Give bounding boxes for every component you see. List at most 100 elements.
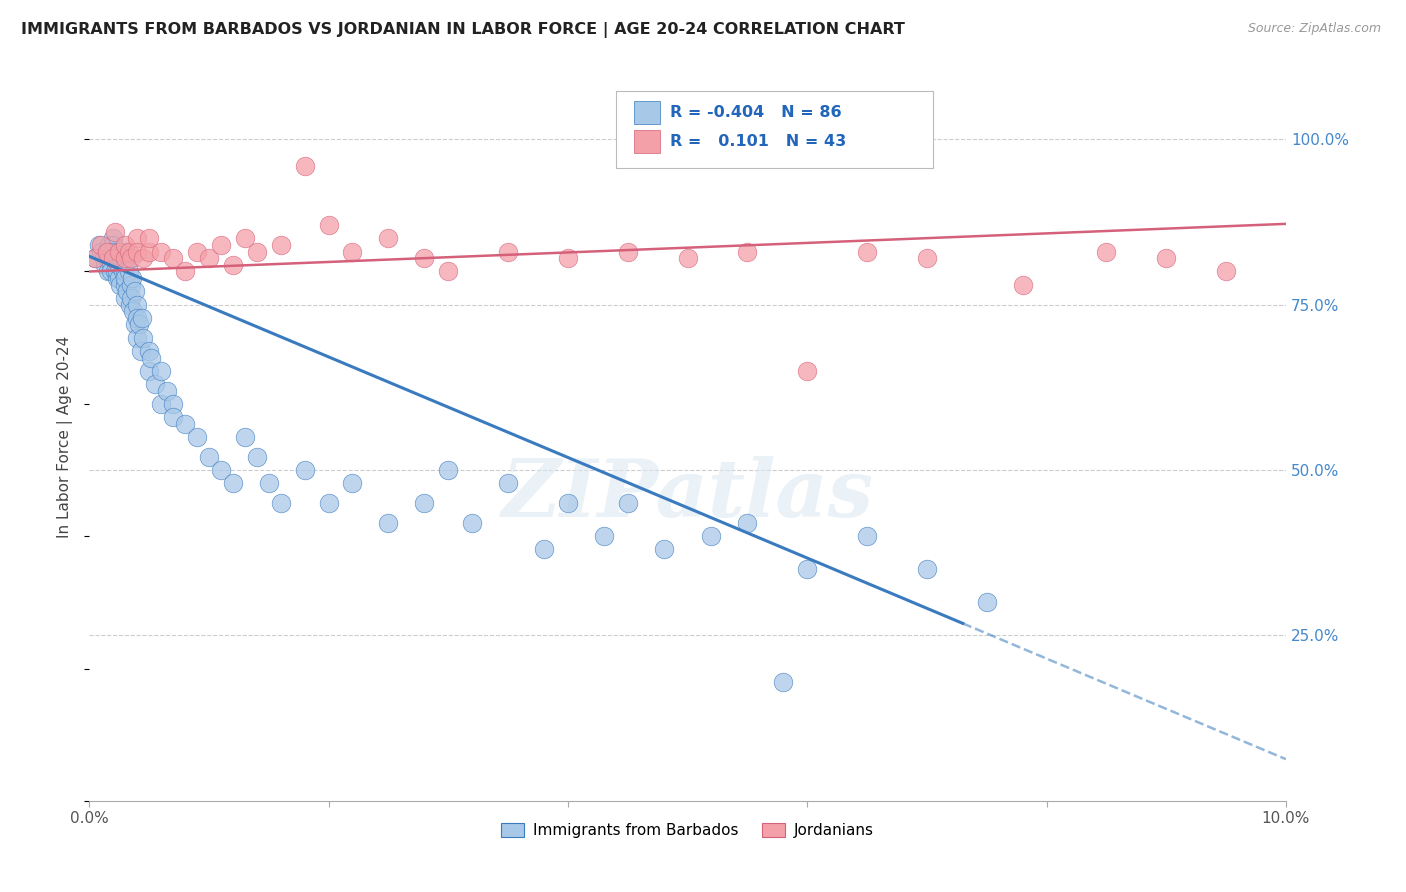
Point — [437, 264, 460, 278]
Point — [156, 384, 179, 398]
Point — [120, 277, 142, 292]
Point — [461, 516, 484, 530]
Point — [131, 310, 153, 325]
Point — [796, 364, 818, 378]
Point — [270, 238, 292, 252]
Point — [118, 297, 141, 311]
Point — [114, 252, 136, 266]
Point — [915, 562, 938, 576]
Point — [318, 496, 340, 510]
Point — [700, 529, 723, 543]
Point — [138, 364, 160, 378]
Point — [93, 252, 115, 266]
Point — [209, 463, 232, 477]
Point — [616, 244, 638, 259]
Point — [108, 244, 131, 259]
Point — [796, 562, 818, 576]
Point — [125, 244, 148, 259]
Point — [652, 542, 675, 557]
Point — [174, 264, 197, 278]
Point — [138, 343, 160, 358]
Point — [117, 264, 139, 278]
Text: R =   0.101   N = 43: R = 0.101 N = 43 — [669, 134, 846, 149]
Point — [222, 258, 245, 272]
Point — [87, 238, 110, 252]
Point — [592, 529, 614, 543]
Point — [96, 252, 118, 266]
Point — [162, 397, 184, 411]
Point — [162, 252, 184, 266]
Point — [496, 244, 519, 259]
FancyBboxPatch shape — [616, 91, 934, 168]
Point — [129, 343, 152, 358]
Point — [111, 264, 134, 278]
Point — [198, 450, 221, 464]
Legend: Immigrants from Barbados, Jordanians: Immigrants from Barbados, Jordanians — [495, 816, 880, 844]
Point — [125, 310, 148, 325]
Point — [120, 252, 142, 266]
Point — [342, 244, 364, 259]
Point — [96, 244, 118, 259]
Point — [149, 364, 172, 378]
Point — [413, 496, 436, 510]
Point — [114, 264, 136, 278]
Point — [737, 516, 759, 530]
Point — [110, 252, 132, 266]
FancyBboxPatch shape — [634, 129, 659, 153]
Y-axis label: In Labor Force | Age 20-24: In Labor Force | Age 20-24 — [58, 335, 73, 538]
Point — [132, 252, 155, 266]
Point — [125, 297, 148, 311]
Point — [737, 244, 759, 259]
Point — [162, 410, 184, 425]
Point — [174, 417, 197, 431]
Point — [105, 264, 128, 278]
Point — [856, 529, 879, 543]
Point — [557, 496, 579, 510]
Point — [186, 244, 208, 259]
Point — [97, 264, 120, 278]
Point — [772, 674, 794, 689]
Point — [976, 595, 998, 609]
Point — [98, 238, 121, 252]
Point — [246, 244, 269, 259]
Point — [246, 450, 269, 464]
Point — [294, 159, 316, 173]
Point — [93, 258, 115, 272]
Point — [233, 231, 256, 245]
Point — [125, 331, 148, 345]
Point — [209, 238, 232, 252]
Point — [413, 252, 436, 266]
Point — [114, 271, 136, 285]
Point — [1095, 244, 1118, 259]
Point — [132, 331, 155, 345]
Point — [149, 244, 172, 259]
Point — [377, 516, 399, 530]
Point — [676, 252, 699, 266]
Point — [108, 244, 131, 259]
Text: IMMIGRANTS FROM BARBADOS VS JORDANIAN IN LABOR FORCE | AGE 20-24 CORRELATION CHA: IMMIGRANTS FROM BARBADOS VS JORDANIAN IN… — [21, 22, 905, 38]
Point — [101, 252, 124, 266]
Text: ZIPatlas: ZIPatlas — [502, 457, 873, 534]
Point — [342, 476, 364, 491]
Point — [101, 244, 124, 259]
Point — [377, 231, 399, 245]
Point — [616, 496, 638, 510]
Point — [100, 264, 122, 278]
Point — [114, 277, 136, 292]
Point — [114, 258, 136, 272]
Point — [138, 231, 160, 245]
Point — [114, 244, 136, 259]
Point — [533, 542, 555, 557]
Point — [496, 476, 519, 491]
Point — [96, 244, 118, 259]
Point — [198, 252, 221, 266]
Point — [117, 244, 139, 259]
Point — [318, 218, 340, 232]
Point — [117, 285, 139, 299]
Point — [120, 291, 142, 305]
FancyBboxPatch shape — [634, 101, 659, 124]
Text: Source: ZipAtlas.com: Source: ZipAtlas.com — [1247, 22, 1381, 36]
Point — [105, 271, 128, 285]
Point — [257, 476, 280, 491]
Point — [138, 244, 160, 259]
